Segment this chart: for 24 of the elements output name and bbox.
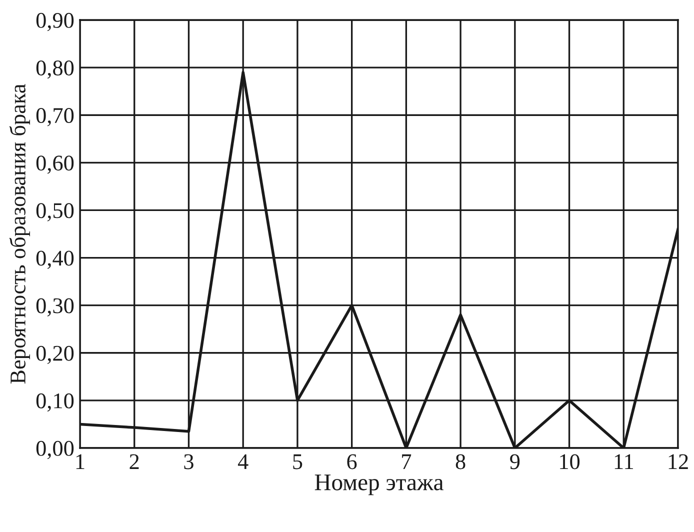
y-tick-label: 0,50 — [36, 203, 74, 222]
x-tick-label: 1 — [76, 454, 84, 469]
y-tick-label: 0,40 — [36, 250, 74, 269]
x-tick-label: 2 — [130, 454, 139, 469]
y-tick-label: 0,60 — [36, 156, 74, 174]
x-tick-label: 5 — [293, 454, 302, 470]
x-tick-label: 7 — [402, 454, 412, 469]
y-tick-label: 0,00 — [36, 440, 74, 460]
x-tick-label: 8 — [456, 454, 466, 470]
y-tick-label: 0,70 — [36, 108, 74, 126]
y-tick-label: 0,80 — [36, 60, 74, 79]
y-tick-label: 0,20 — [36, 346, 74, 364]
x-tick-label: 4 — [238, 454, 248, 469]
x-tick-label: 9 — [510, 454, 520, 470]
y-tick-label: 0,90 — [36, 12, 74, 32]
x-tick-label: 6 — [347, 454, 357, 470]
x-tick-label: 3 — [184, 454, 194, 470]
x-axis-title: Номер этажа — [314, 474, 444, 496]
x-tick-label: 12 — [668, 454, 688, 469]
y-axis-title: Вероятность образования брака — [9, 84, 30, 384]
x-tick-label: 11 — [614, 454, 633, 469]
y-tick-label: 0,30 — [36, 298, 74, 316]
x-tick-label: 10 — [560, 454, 580, 470]
y-tick-label: 0,10 — [36, 393, 74, 412]
